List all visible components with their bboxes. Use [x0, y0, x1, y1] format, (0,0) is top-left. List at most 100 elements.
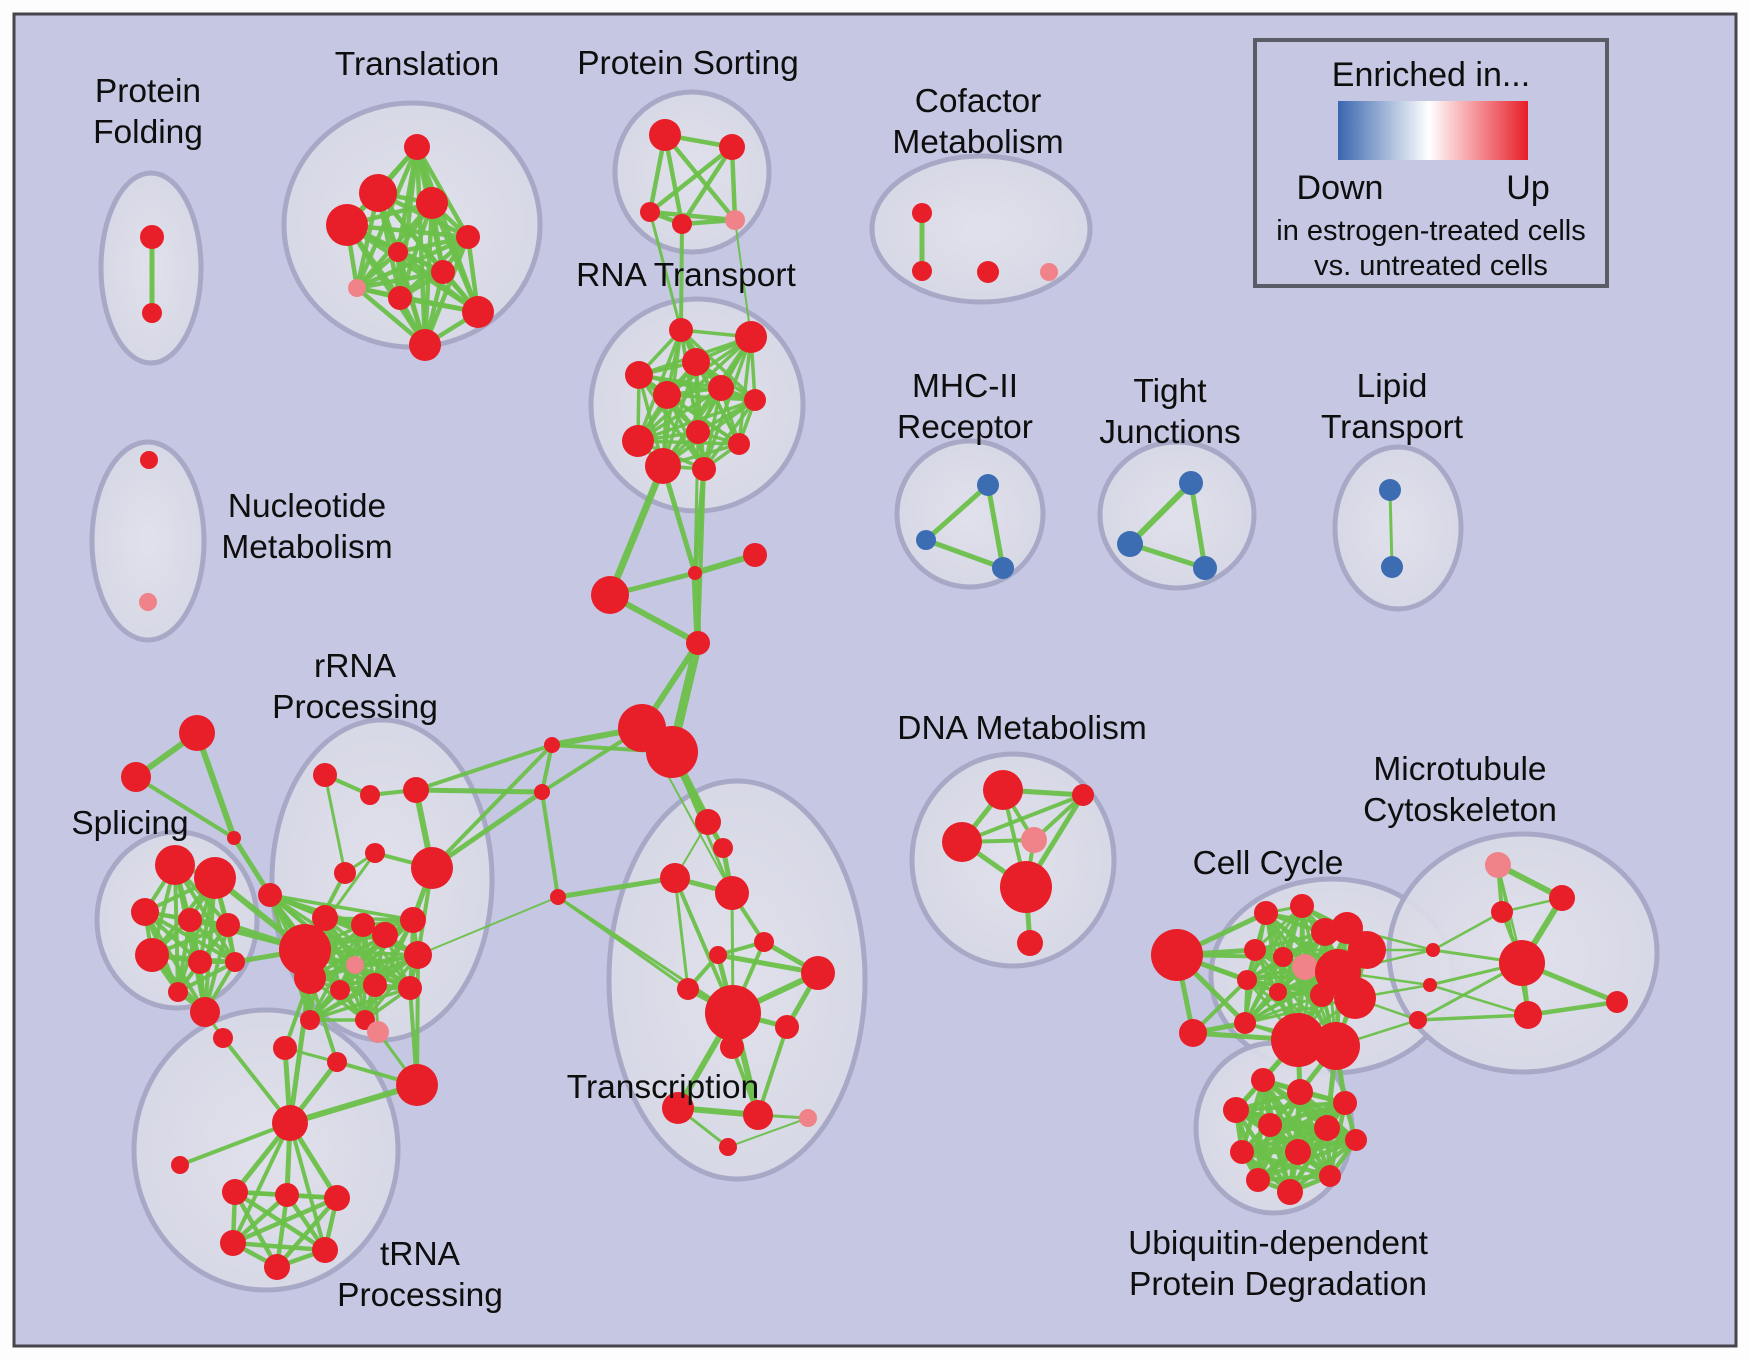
node-rrH	[279, 924, 331, 976]
node-rb2	[327, 1052, 347, 1072]
node-lp2	[1381, 556, 1403, 578]
node-tg2	[121, 762, 151, 792]
node-cf1	[912, 203, 932, 223]
node-ub10	[1246, 1168, 1270, 1192]
edge	[361, 923, 412, 990]
node-tn6	[220, 1230, 246, 1256]
node-rr16	[398, 976, 422, 1000]
node-cc6	[1244, 939, 1266, 961]
node-cc13	[1234, 1012, 1256, 1034]
node-hub2	[646, 726, 698, 778]
node-tn1	[272, 1105, 308, 1141]
cluster-label-lipid-transport: Lipid Transport	[1321, 368, 1464, 446]
edge	[540, 743, 554, 794]
edge	[923, 482, 991, 543]
node-rt12	[692, 457, 716, 481]
node-tx5	[754, 932, 774, 952]
cluster-label-dna-metabolism: DNA Metabolism	[897, 710, 1146, 747]
edge	[414, 743, 554, 792]
node-dm6	[1017, 930, 1043, 956]
node-mcB	[1499, 940, 1545, 986]
node-tn7	[312, 1237, 338, 1263]
node-tx6	[709, 946, 727, 964]
edge	[1188, 480, 1208, 571]
cluster-label-translation: Translation	[335, 46, 499, 83]
legend-gradient-bar	[1338, 101, 1528, 160]
cluster-label-tight-junctions: Tight Junctions	[1099, 373, 1241, 451]
node-rr2	[360, 785, 380, 805]
edge	[737, 335, 753, 446]
edge	[308, 986, 412, 1022]
node-mh1	[977, 474, 999, 496]
edge	[231, 1121, 292, 1245]
edge	[1431, 910, 1504, 952]
node-rb3	[367, 1021, 389, 1043]
node-tl5	[456, 225, 480, 249]
edge	[923, 537, 1006, 571]
edge	[178, 1121, 292, 1167]
node-dm4	[1021, 827, 1047, 853]
edge	[268, 893, 415, 922]
cluster-label-splicing: Splicing	[71, 805, 188, 842]
edge	[679, 144, 735, 227]
legend-down-label: Down	[1296, 169, 1384, 207]
node-tx2	[713, 838, 733, 858]
node-tx7	[801, 956, 835, 990]
node-ub6	[1314, 1115, 1340, 1141]
edge	[1525, 999, 1620, 1018]
edge	[637, 373, 706, 471]
node-tl8	[348, 279, 366, 297]
node-rt7	[744, 389, 766, 411]
node-cc1	[1254, 901, 1278, 925]
node-tx14	[799, 1109, 817, 1127]
node-mh3	[992, 557, 1014, 579]
cluster-label-ubiquitin-degradation: Ubiquitin-dependent Protein Degradation	[1128, 1225, 1429, 1303]
node-cc2	[1290, 894, 1314, 918]
node-tl7	[431, 260, 455, 284]
edge	[308, 983, 377, 1022]
node-tx15	[719, 1138, 737, 1156]
node-rt4	[625, 361, 653, 389]
node-rr17	[300, 1010, 320, 1030]
node-ub7	[1230, 1140, 1254, 1164]
node-mc3	[1491, 901, 1513, 923]
node-sp1	[155, 845, 195, 885]
edge	[230, 1195, 340, 1246]
node-tx8	[677, 978, 699, 1000]
cluster-shape-lipid-transport	[1332, 444, 1464, 612]
edge	[1127, 541, 1208, 571]
node-tx11	[720, 1035, 744, 1059]
node-tg3	[227, 831, 241, 845]
legend-title: Enriched in...	[1331, 56, 1531, 94]
node-layer	[121, 119, 1628, 1280]
label-layer: Protein Folding Translation Protein Sorting…	[71, 45, 1556, 1314]
node-ch2	[743, 543, 767, 567]
node-ub9	[1345, 1129, 1367, 1151]
cluster-label-protein-sorting: Protein Sorting	[577, 45, 799, 82]
legend-subtitle-line1: in estrogen-treated cells	[1276, 215, 1586, 247]
edge	[1388, 488, 1394, 569]
legend-subtitle-line2: vs. untreated cells	[1314, 250, 1548, 282]
node-tx12	[662, 1092, 694, 1124]
node-rt10	[728, 433, 750, 455]
cluster-label-microtubule-cytoskeleton: Microtubule Cytoskeleton	[1363, 751, 1557, 829]
edge	[662, 132, 738, 223]
edge	[274, 1195, 340, 1270]
node-sp7	[188, 950, 212, 974]
edge	[665, 393, 757, 402]
edge	[734, 219, 752, 338]
edge	[308, 923, 365, 1022]
edge	[1428, 983, 1530, 1017]
edge	[176, 960, 237, 994]
node-rt3	[682, 348, 710, 376]
cluster-label-cofactor-metabolism: Cofactor Metabolism	[892, 83, 1063, 161]
node-ub2	[1287, 1079, 1313, 1105]
node-rb1	[273, 1036, 297, 1060]
node-rr7	[258, 883, 282, 907]
edge	[556, 895, 690, 991]
node-tl4	[416, 187, 448, 219]
node-cc12	[1334, 977, 1376, 1019]
edge	[415, 953, 420, 1087]
node-tl1	[404, 134, 430, 160]
